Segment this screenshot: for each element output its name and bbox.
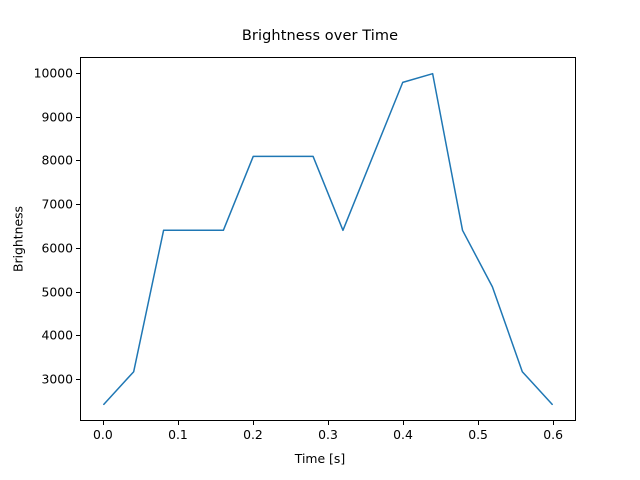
x-axis-label: Time [s] [294, 451, 346, 466]
x-tick-mark [177, 421, 180, 425]
x-tick-label: 0.1 [168, 427, 188, 442]
y-tick-label: 5000 [41, 284, 73, 299]
x-tick-label: 0.4 [393, 427, 413, 442]
x-tick-mark [328, 421, 330, 425]
y-tick-mark [76, 291, 80, 293]
y-tick-label: 8000 [41, 152, 73, 168]
y-tick-label: 9000 [41, 109, 73, 124]
y-tick-mark [76, 204, 80, 206]
y-tick-mark [76, 379, 80, 381]
x-tick-label: 0.3 [318, 427, 338, 442]
x-tick-label: 0.2 [243, 427, 263, 442]
x-tick-mark [252, 421, 255, 425]
x-tick-label: 0.5 [468, 427, 488, 442]
y-tick-label: 10000 [33, 65, 73, 81]
brightness-line-series [103, 72, 553, 406]
y-tick-mark [76, 160, 80, 162]
y-axis-label: Brightness [10, 205, 26, 272]
plot-area [80, 57, 576, 421]
chart-title: Brightness over Time [241, 28, 399, 44]
y-tick-label: 3000 [41, 371, 73, 387]
x-tick-mark [478, 421, 480, 425]
x-tick-mark [403, 421, 405, 425]
y-tick-label: 4000 [41, 327, 73, 343]
y-tick-mark [76, 116, 80, 118]
y-tick-label: 7000 [41, 196, 73, 212]
x-tick-label: 0.6 [543, 427, 563, 442]
y-tick-label: 6000 [41, 240, 73, 256]
y-tick-mark [76, 335, 80, 337]
y-tick-mark [76, 247, 80, 249]
data-line-svg [103, 72, 553, 406]
x-tick-mark [553, 421, 555, 425]
x-tick-label: 0.0 [93, 427, 113, 442]
x-tick-mark [102, 421, 104, 425]
y-tick-mark [76, 72, 80, 74]
